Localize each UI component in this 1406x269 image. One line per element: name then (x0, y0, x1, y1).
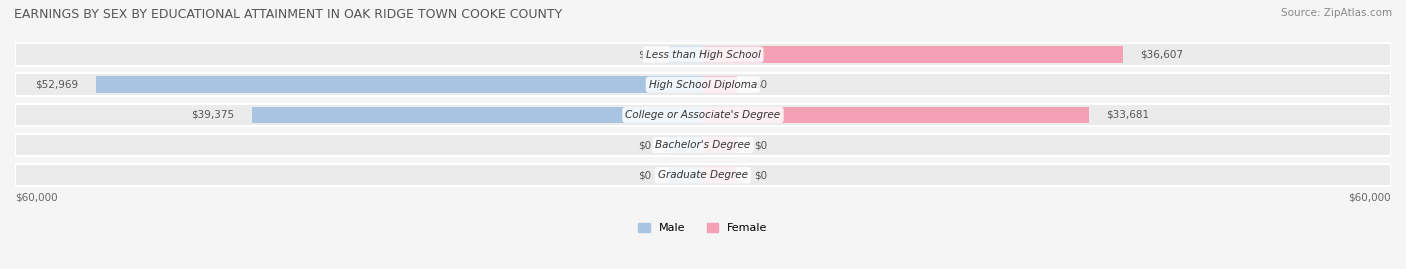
Text: EARNINGS BY SEX BY EDUCATIONAL ATTAINMENT IN OAK RIDGE TOWN COOKE COUNTY: EARNINGS BY SEX BY EDUCATIONAL ATTAINMEN… (14, 8, 562, 21)
Text: College or Associate's Degree: College or Associate's Degree (626, 110, 780, 120)
Bar (703, 137, 737, 153)
Text: $36,607: $36,607 (1140, 49, 1182, 60)
Text: Graduate Degree: Graduate Degree (658, 170, 748, 180)
Bar (669, 137, 703, 153)
Bar (15, 43, 1391, 66)
Text: $60,000: $60,000 (1348, 193, 1391, 203)
Text: Bachelor's Degree: Bachelor's Degree (655, 140, 751, 150)
Text: $60,000: $60,000 (15, 193, 58, 203)
Bar (669, 167, 703, 183)
Bar (703, 107, 1090, 123)
Text: Source: ZipAtlas.com: Source: ZipAtlas.com (1281, 8, 1392, 18)
Text: $0: $0 (755, 80, 768, 90)
Bar (703, 167, 737, 183)
Legend: Male, Female: Male, Female (634, 219, 772, 238)
Bar (703, 46, 1123, 63)
Bar (15, 134, 1391, 156)
Bar (96, 76, 703, 93)
Text: $0: $0 (755, 170, 768, 180)
Text: Less than High School: Less than High School (645, 49, 761, 60)
Bar (15, 164, 1391, 186)
Bar (703, 76, 737, 93)
Bar (252, 107, 703, 123)
Bar (15, 104, 1391, 126)
Text: High School Diploma: High School Diploma (650, 80, 756, 90)
Text: $0: $0 (638, 170, 651, 180)
Text: $39,375: $39,375 (191, 110, 235, 120)
Text: $33,681: $33,681 (1107, 110, 1150, 120)
Text: $52,969: $52,969 (35, 80, 79, 90)
Text: $0: $0 (638, 49, 651, 60)
Bar (15, 73, 1391, 96)
Text: $0: $0 (638, 140, 651, 150)
Bar (669, 46, 703, 63)
Text: $0: $0 (755, 140, 768, 150)
